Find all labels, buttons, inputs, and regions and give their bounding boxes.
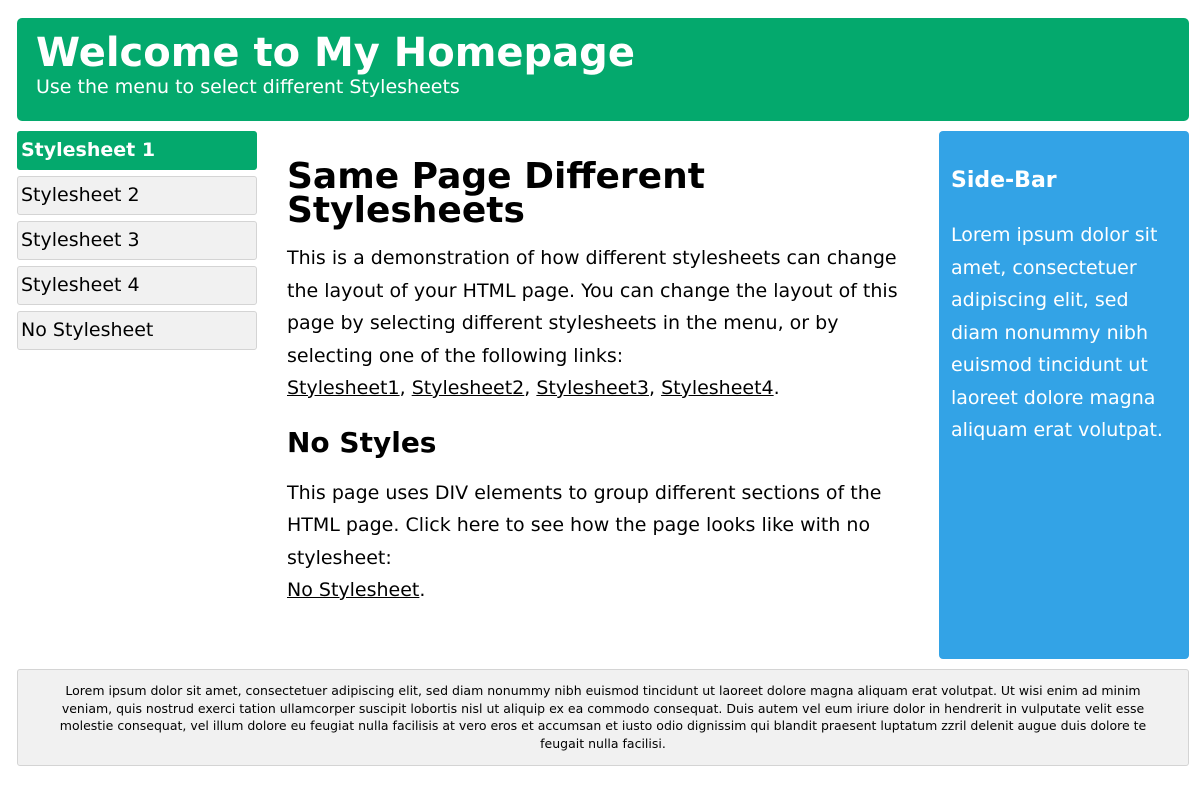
link-stylesheet1[interactable]: Stylesheet1: [287, 377, 400, 399]
menu-item-stylesheet-2[interactable]: Stylesheet 2: [17, 176, 257, 215]
page-footer: Lorem ipsum dolor sit amet, consectetuer…: [17, 669, 1189, 766]
link-stylesheet4[interactable]: Stylesheet4: [661, 377, 774, 399]
menu-item-no-stylesheet[interactable]: No Stylesheet: [17, 311, 257, 350]
menu-item-stylesheet-1[interactable]: Stylesheet 1: [17, 131, 257, 170]
page-header: Welcome to My Homepage Use the menu to s…: [17, 18, 1189, 121]
link-stylesheet2[interactable]: Stylesheet2: [411, 377, 525, 399]
intro-paragraph: This is a demonstration of how different…: [287, 242, 917, 405]
nostyle-end: .: [419, 579, 426, 601]
nostyle-paragraph: This page uses DIV elements to group dif…: [287, 477, 917, 607]
link-end: .: [773, 377, 780, 399]
sidebar-text: Lorem ipsum dolor sit amet, consectetuer…: [951, 224, 1163, 441]
sidebar-title: Side-Bar: [951, 168, 1057, 193]
page-title: Welcome to My Homepage: [36, 30, 635, 76]
side-bar: Side-Bar Lorem ipsum dolor sit amet, con…: [939, 131, 1189, 659]
menu-item-stylesheet-3[interactable]: Stylesheet 3: [17, 221, 257, 260]
intro-text: This is a demonstration of how different…: [287, 247, 898, 367]
page-subtitle: Use the menu to select different Stylesh…: [36, 76, 460, 98]
nostyle-text: This page uses DIV elements to group dif…: [287, 481, 882, 569]
main-content: Same Page Different Stylesheets This is …: [287, 156, 917, 607]
main-heading: Same Page Different Stylesheets: [287, 156, 705, 231]
link-stylesheet3[interactable]: Stylesheet3: [536, 377, 649, 399]
link-separator: ,: [399, 377, 412, 399]
link-separator: ,: [648, 377, 662, 399]
no-styles-heading: No Styles: [287, 425, 437, 459]
link-no-stylesheet[interactable]: No Stylesheet: [287, 579, 420, 601]
menu-item-stylesheet-4[interactable]: Stylesheet 4: [17, 266, 257, 305]
stylesheet-menu: Stylesheet 1 Stylesheet 2 Stylesheet 3 S…: [17, 131, 257, 356]
footer-text: Lorem ipsum dolor sit amet, consectetuer…: [59, 683, 1147, 751]
link-separator: ,: [524, 377, 537, 399]
